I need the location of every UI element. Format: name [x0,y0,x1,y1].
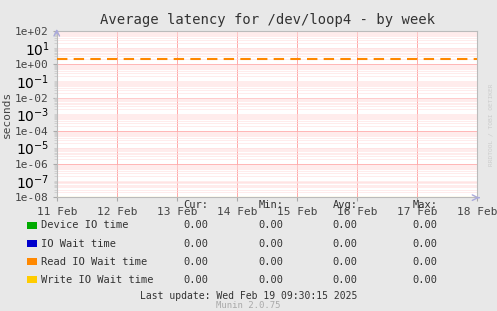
Text: 0.00: 0.00 [258,239,283,248]
Text: 0.00: 0.00 [184,257,209,267]
Text: Read IO Wait time: Read IO Wait time [41,257,148,267]
Text: Device IO time: Device IO time [41,220,129,230]
Text: 0.00: 0.00 [333,257,358,267]
Title: Average latency for /dev/loop4 - by week: Average latency for /dev/loop4 - by week [99,13,435,27]
Text: 0.00: 0.00 [258,275,283,285]
Text: 0.00: 0.00 [413,220,437,230]
Text: Last update: Wed Feb 19 09:30:15 2025: Last update: Wed Feb 19 09:30:15 2025 [140,290,357,300]
Text: 0.00: 0.00 [184,275,209,285]
Text: 0.00: 0.00 [258,257,283,267]
Y-axis label: seconds: seconds [1,91,11,138]
Text: Avg:: Avg: [333,200,358,210]
Text: 0.00: 0.00 [333,220,358,230]
Text: 0.00: 0.00 [333,275,358,285]
Text: 0.00: 0.00 [333,239,358,248]
Text: IO Wait time: IO Wait time [41,239,116,248]
Text: Write IO Wait time: Write IO Wait time [41,275,154,285]
Text: 0.00: 0.00 [413,275,437,285]
Text: 0.00: 0.00 [413,257,437,267]
Text: Min:: Min: [258,200,283,210]
Text: RRDTOOL / TOBI OETIKER: RRDTOOL / TOBI OETIKER [489,83,494,166]
Text: 0.00: 0.00 [184,220,209,230]
Text: Max:: Max: [413,200,437,210]
Text: 0.00: 0.00 [258,220,283,230]
Text: 0.00: 0.00 [413,239,437,248]
Text: Cur:: Cur: [184,200,209,210]
Text: 0.00: 0.00 [184,239,209,248]
Text: Munin 2.0.75: Munin 2.0.75 [216,301,281,310]
